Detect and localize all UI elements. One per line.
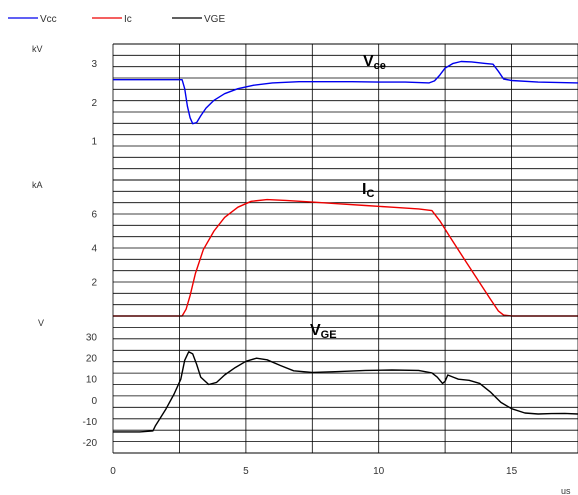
unit-label-top: kV (32, 44, 43, 54)
panel-title-top: Vce (363, 53, 386, 72)
unit-label-middle: kA (32, 180, 43, 190)
legend-label-vcc: Vcc (40, 14, 57, 25)
unit-label-bottom: V (38, 318, 44, 328)
legend-item-vge: VGE (172, 14, 225, 25)
series-line-vge (113, 351, 578, 433)
series-line-vcc (113, 60, 578, 125)
xtick-label-15: 15 (506, 466, 518, 477)
xtick-label-0: 0 (110, 466, 116, 477)
ytick-label-bottom-20: 20 (86, 354, 98, 365)
xtick-label-10: 10 (373, 466, 385, 477)
xtick-label-5: 5 (243, 466, 249, 477)
ytick-label-top-3: 3 (91, 59, 97, 70)
x-unit-label: us (561, 486, 571, 495)
ytick-label-bottom--20: -20 (83, 438, 98, 449)
ytick-label-bottom-30: 30 (86, 333, 98, 344)
legend-item-vcc: Vcc (8, 14, 57, 25)
x-axis: 0 5 10 15 (110, 466, 517, 477)
legend-label-vge: VGE (204, 14, 225, 25)
ytick-label-middle-2: 2 (91, 278, 97, 289)
ytick-label-top-2: 2 (91, 98, 97, 109)
ytick-label-bottom-10: 10 (86, 375, 98, 386)
ytick-label-top-1: 1 (91, 137, 97, 148)
panel-vce: 1 2 3 (91, 43, 578, 181)
legend-label-ic: Ic (124, 14, 132, 25)
panel-vge: -20 -10 0 10 20 30 (83, 315, 578, 454)
ytick-label-middle-6: 6 (91, 210, 97, 221)
ytick-label-bottom-0: 0 (91, 396, 97, 407)
legend-item-ic: Ic (92, 14, 132, 25)
ytick-label-bottom--10: -10 (83, 417, 98, 428)
panel-title-bottom: VGE (310, 322, 337, 341)
legend: Vcc Ic VGE (8, 14, 225, 25)
series-line-ic (113, 198, 578, 317)
ytick-label-middle-4: 4 (91, 244, 97, 255)
panel-title-middle: IC (362, 181, 374, 200)
panel-ic: 2 4 6 (91, 179, 578, 317)
